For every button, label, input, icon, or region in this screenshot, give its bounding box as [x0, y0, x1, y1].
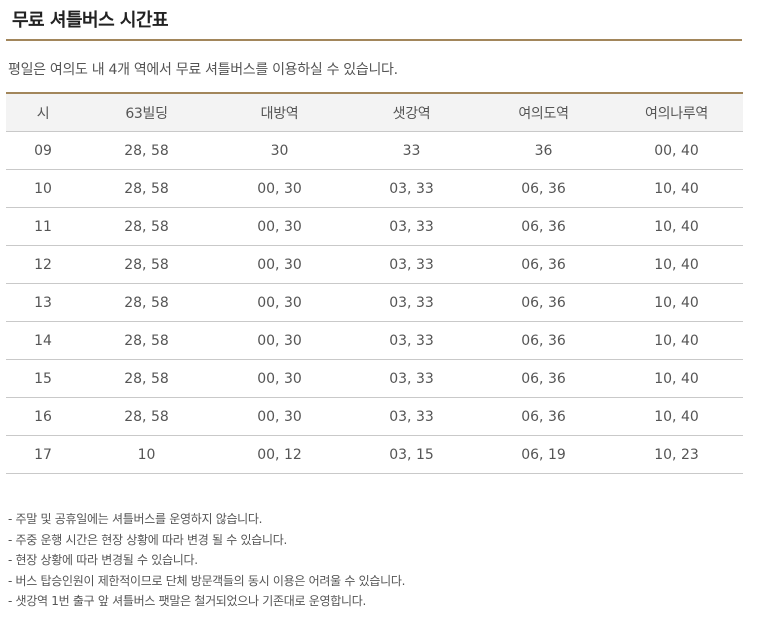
- departure-minutes-cell: 00, 30: [213, 245, 346, 284]
- departure-minutes-cell: 10, 40: [610, 359, 743, 398]
- hour-cell: 10: [6, 169, 80, 208]
- departure-minutes-cell: 10, 40: [610, 321, 743, 360]
- departure-minutes-cell: 28, 58: [80, 245, 213, 284]
- table-row: 09 28, 58 30 33 36 00, 40: [6, 131, 743, 170]
- note-item: - 샛강역 1번 출구 앞 셔틀버스 팻말은 철거되었으나 기존대로 운영합니다…: [8, 594, 366, 608]
- departure-minutes-cell: 33: [346, 131, 477, 170]
- page-subtitle: 평일은 여의도 내 4개 역에서 무료 셔틀버스를 이용하실 수 있습니다.: [8, 62, 398, 78]
- timetable-body: 09 28, 58 30 33 36 00, 40 10 28, 58 00, 30 03, 33…: [6, 131, 743, 474]
- table-row: 13 28, 58 00, 30 03, 33 06, 36 10, 40: [6, 283, 743, 322]
- table-row: 16 28, 58 00, 30 03, 33 06, 36 10, 40: [6, 397, 743, 436]
- departure-minutes-cell: 30: [213, 131, 346, 170]
- departure-minutes-cell: 10, 23: [610, 435, 743, 474]
- table-row: 12 28, 58 00, 30 03, 33 06, 36 10, 40: [6, 245, 743, 284]
- departure-minutes-cell: 06, 36: [477, 397, 610, 436]
- departure-minutes-cell: 10, 40: [610, 207, 743, 246]
- table-row: 14 28, 58 00, 30 03, 33 06, 36 10, 40: [6, 321, 743, 360]
- column-header: 여의나루역: [610, 93, 743, 132]
- departure-minutes-cell: 28, 58: [80, 359, 213, 398]
- departure-minutes-cell: 28, 58: [80, 207, 213, 246]
- timetable-header: 시 63빌딩 대방역 샛강역 여의도역 여의나루역: [6, 93, 743, 132]
- departure-minutes-cell: 03, 33: [346, 359, 477, 398]
- table-row: 11 28, 58 00, 30 03, 33 06, 36 10, 40: [6, 207, 743, 246]
- departure-minutes-cell: 06, 36: [477, 359, 610, 398]
- departure-minutes-cell: 00, 12: [213, 435, 346, 474]
- departure-minutes-cell: 28, 58: [80, 169, 213, 208]
- note-item: - 주중 운행 시간은 현장 상황에 따라 변경 될 수 있습니다.: [8, 532, 287, 547]
- departure-minutes-cell: 06, 36: [477, 283, 610, 322]
- departure-minutes-cell: 00, 40: [610, 131, 743, 170]
- departure-minutes-cell: 03, 15: [346, 435, 477, 474]
- departure-minutes-cell: 03, 33: [346, 207, 477, 246]
- hour-cell: 12: [6, 245, 80, 284]
- departure-minutes-cell: 03, 33: [346, 169, 477, 208]
- hour-cell: 11: [6, 207, 80, 246]
- departure-minutes-cell: 36: [477, 131, 610, 170]
- column-header: 여의도역: [477, 93, 610, 132]
- hour-cell: 17: [6, 435, 80, 474]
- page-title: 무료 셔틀버스 시간표: [12, 10, 169, 31]
- departure-minutes-cell: 06, 36: [477, 245, 610, 284]
- departure-minutes-cell: 03, 33: [346, 397, 477, 436]
- note-item: - 주말 및 공휴일에는 셔틀버스를 운영하지 않습니다.: [8, 512, 263, 526]
- departure-minutes-cell: 10, 40: [610, 397, 743, 436]
- table-row: 15 28, 58 00, 30 03, 33 06, 36 10, 40: [6, 359, 743, 398]
- notes-list: - 주말 및 공휴일에는 셔틀버스를 운영하지 않습니다. - 주중 운행 시간은…: [8, 509, 405, 612]
- departure-minutes-cell: 00, 30: [213, 169, 346, 208]
- hour-cell: 13: [6, 283, 80, 322]
- table-row: 17 10 00, 12 03, 15 06, 19 10, 23: [6, 435, 743, 474]
- header-row: 시 63빌딩 대방역 샛강역 여의도역 여의나루역: [6, 93, 743, 132]
- departure-minutes-cell: 06, 19: [477, 435, 610, 474]
- departure-minutes-cell: 06, 36: [477, 169, 610, 208]
- note-item: - 현장 상황에 따라 변경될 수 있습니다.: [8, 553, 198, 567]
- departure-minutes-cell: 28, 58: [80, 131, 213, 170]
- table-row: 10 28, 58 00, 30 03, 33 06, 36 10, 40: [6, 169, 743, 208]
- shuttle-timetable: 시 63빌딩 대방역 샛강역 여의도역 여의나루역 09 28, 58 30 33 36 00, 4…: [6, 92, 743, 474]
- departure-minutes-cell: 10: [80, 435, 213, 474]
- column-header: 대방역: [213, 93, 346, 132]
- departure-minutes-cell: 03, 33: [346, 283, 477, 322]
- hour-cell: 09: [6, 131, 80, 170]
- departure-minutes-cell: 03, 33: [346, 321, 477, 360]
- departure-minutes-cell: 10, 40: [610, 169, 743, 208]
- departure-minutes-cell: 03, 33: [346, 245, 477, 284]
- departure-minutes-cell: 28, 58: [80, 397, 213, 436]
- departure-minutes-cell: 00, 30: [213, 359, 346, 398]
- column-header: 63빌딩: [80, 93, 213, 132]
- departure-minutes-cell: 00, 30: [213, 207, 346, 246]
- departure-minutes-cell: 28, 58: [80, 283, 213, 322]
- departure-minutes-cell: 06, 36: [477, 321, 610, 360]
- departure-minutes-cell: 00, 30: [213, 397, 346, 436]
- departure-minutes-cell: 00, 30: [213, 283, 346, 322]
- departure-minutes-cell: 00, 30: [213, 321, 346, 360]
- note-item: - 버스 탑승인원이 제한적이므로 단체 방문객들의 동시 이용은 어려울 수 …: [8, 573, 406, 588]
- hour-cell: 16: [6, 397, 80, 436]
- departure-minutes-cell: 10, 40: [610, 283, 743, 322]
- departure-minutes-cell: 10, 40: [610, 245, 743, 284]
- departure-minutes-cell: 28, 58: [80, 321, 213, 360]
- hour-cell: 14: [6, 321, 80, 360]
- column-header: 시: [6, 93, 80, 132]
- title-divider: [6, 39, 742, 41]
- hour-cell: 15: [6, 359, 80, 398]
- departure-minutes-cell: 06, 36: [477, 207, 610, 246]
- column-header: 샛강역: [346, 93, 477, 132]
